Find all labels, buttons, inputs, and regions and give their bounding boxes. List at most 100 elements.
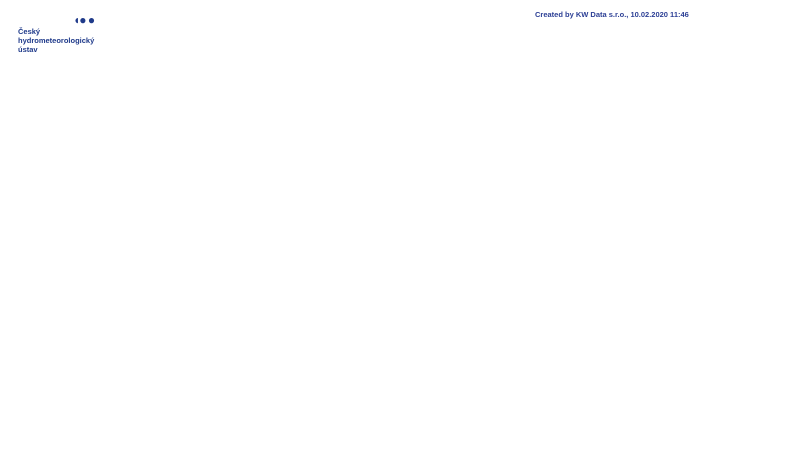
direction-point bbox=[91, 158, 94, 160]
y-tick-label: 50,0 bbox=[734, 11, 749, 20]
direction-point bbox=[422, 141, 425, 144]
direction-point bbox=[151, 154, 154, 157]
y-tick-label: 50 bbox=[755, 198, 763, 207]
logo-mark-icon: ◖● ● bbox=[73, 13, 95, 27]
direction-point bbox=[629, 121, 632, 124]
direction-point bbox=[252, 112, 255, 115]
direction-point bbox=[266, 93, 269, 96]
direction-point bbox=[611, 149, 614, 152]
direction-point bbox=[68, 157, 71, 160]
direction-point bbox=[165, 155, 167, 158]
y-tick-label: 12,5 bbox=[755, 339, 770, 348]
x-tick-label: 20:00 bbox=[129, 403, 148, 412]
direction-point bbox=[652, 116, 655, 119]
x-tick-label: 12:00 bbox=[681, 403, 700, 412]
direction-point bbox=[505, 138, 508, 141]
y-tick-label: 100 bbox=[755, 11, 768, 20]
x-date-label: 09.02. bbox=[183, 417, 204, 426]
direction-point bbox=[358, 128, 361, 131]
y-tick-label: 0 bbox=[713, 292, 717, 301]
y-tick-label: 22,5 bbox=[734, 217, 749, 226]
direction-point bbox=[188, 143, 190, 145]
y-tick-label: 17,5 bbox=[734, 254, 749, 263]
direction-point bbox=[339, 143, 342, 146]
direction-point bbox=[313, 117, 316, 120]
y-tick-label: 10,0 bbox=[734, 311, 749, 320]
direction-point bbox=[671, 125, 673, 128]
plot-frame bbox=[11, 9, 706, 399]
y-tick-label: 27,5 bbox=[734, 179, 749, 188]
direction-point bbox=[487, 139, 489, 142]
direction-point bbox=[514, 138, 517, 141]
direction-point bbox=[63, 156, 66, 159]
direction-point bbox=[303, 37, 305, 39]
direction-point bbox=[114, 155, 117, 158]
y-axis-unit: m/s bbox=[729, 400, 743, 410]
y-tick-label: 10 bbox=[713, 198, 721, 207]
y-tick-label: 62,5 bbox=[755, 151, 770, 160]
direction-point bbox=[73, 154, 75, 157]
direction-point bbox=[523, 139, 526, 142]
y-tick-label: 45 bbox=[777, 339, 785, 348]
direction-point bbox=[243, 117, 246, 120]
logo-line-2: hydrometeorologický bbox=[18, 36, 95, 45]
direction-point bbox=[556, 142, 558, 145]
y-tick-label: 135 bbox=[777, 245, 790, 254]
direction-point bbox=[282, 59, 285, 62]
y-axis-unit: ° bbox=[780, 400, 783, 410]
y-tick-label: 225 bbox=[777, 151, 790, 160]
y-tick-label: 360 bbox=[777, 11, 790, 20]
direction-point bbox=[661, 122, 664, 125]
x-tick-label: 00:00 bbox=[184, 403, 203, 412]
direction-point bbox=[638, 110, 641, 113]
direction-point bbox=[82, 154, 85, 156]
series-0-line bbox=[27, 312, 686, 354]
y-tick-label: 45,0 bbox=[734, 48, 749, 57]
direction-point bbox=[50, 159, 52, 161]
direction-point bbox=[675, 130, 678, 133]
direction-point bbox=[54, 157, 57, 160]
direction-point bbox=[592, 148, 595, 151]
direction-point bbox=[376, 136, 379, 138]
direction-point bbox=[247, 122, 250, 124]
direction-point bbox=[105, 155, 108, 158]
y-tick-label: 47,5 bbox=[734, 29, 749, 38]
direction-point bbox=[285, 47, 288, 50]
direction-point bbox=[436, 143, 439, 146]
direction-point bbox=[109, 158, 112, 161]
chmi-logo: ◖● ● Český hydrometeorologický ústav bbox=[18, 14, 108, 54]
logo-line-3: ústav bbox=[18, 45, 38, 54]
direction-point bbox=[680, 130, 683, 133]
direction-point bbox=[169, 150, 172, 153]
y-tick-label: 0 bbox=[777, 386, 781, 395]
y-tick-label: 20 bbox=[713, 104, 721, 113]
direction-point bbox=[441, 142, 443, 145]
y-tick-label: 12,5 bbox=[734, 292, 749, 301]
direction-point bbox=[296, 35, 298, 38]
direction-point bbox=[96, 155, 98, 158]
direction-point bbox=[201, 141, 204, 144]
direction-point bbox=[270, 83, 273, 86]
direction-point bbox=[344, 140, 347, 143]
direction-point bbox=[123, 157, 126, 160]
direction-point bbox=[367, 132, 370, 135]
direction-point bbox=[602, 148, 604, 151]
y-tick-label: 15 bbox=[713, 151, 721, 160]
direction-point bbox=[404, 142, 407, 145]
direction-point bbox=[278, 67, 281, 70]
direction-point bbox=[119, 156, 121, 159]
x-tick-label: 08:00 bbox=[626, 403, 645, 412]
direction-point bbox=[40, 155, 43, 157]
direction-point bbox=[197, 142, 200, 145]
direction-point bbox=[597, 150, 600, 153]
direction-point bbox=[257, 107, 259, 110]
direction-point bbox=[275, 74, 278, 77]
direction-point bbox=[261, 99, 264, 102]
series-1-line bbox=[27, 19, 687, 386]
y-tick-label: 5 bbox=[713, 245, 717, 254]
x-tick-label: 20:00 bbox=[460, 403, 479, 412]
direction-point bbox=[310, 80, 312, 82]
grid bbox=[12, 10, 705, 398]
direction-point bbox=[381, 139, 384, 142]
direction-point bbox=[643, 115, 646, 117]
